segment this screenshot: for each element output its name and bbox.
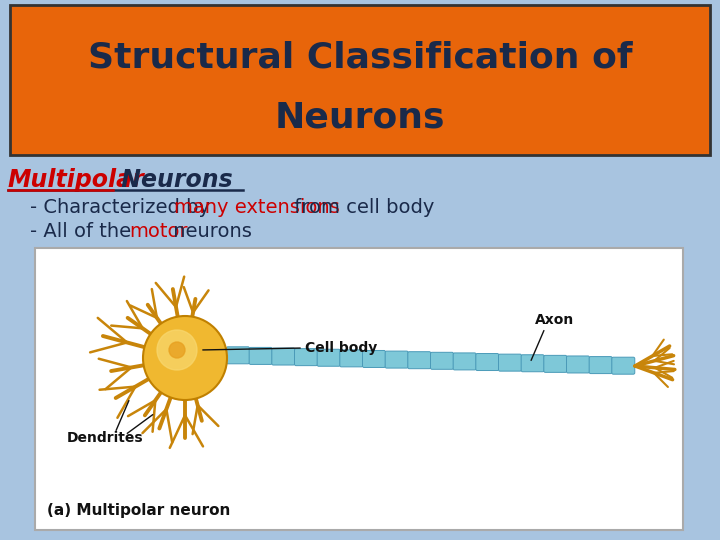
- FancyBboxPatch shape: [408, 352, 431, 369]
- FancyBboxPatch shape: [318, 349, 340, 366]
- Text: Neurons: Neurons: [275, 101, 445, 135]
- FancyBboxPatch shape: [431, 352, 454, 369]
- Text: from cell body: from cell body: [289, 198, 435, 217]
- Text: Dendrites: Dendrites: [67, 431, 143, 445]
- Text: Neurons: Neurons: [113, 168, 233, 192]
- FancyBboxPatch shape: [340, 350, 363, 367]
- Text: neurons: neurons: [167, 222, 252, 241]
- Circle shape: [157, 330, 197, 370]
- Circle shape: [169, 342, 185, 358]
- FancyBboxPatch shape: [567, 356, 590, 373]
- FancyBboxPatch shape: [498, 354, 521, 371]
- FancyBboxPatch shape: [35, 248, 683, 530]
- Circle shape: [143, 316, 227, 400]
- Text: Cell body: Cell body: [305, 341, 377, 355]
- FancyBboxPatch shape: [10, 5, 710, 155]
- FancyBboxPatch shape: [521, 355, 544, 372]
- FancyBboxPatch shape: [385, 351, 408, 368]
- Text: motor: motor: [129, 222, 187, 241]
- FancyBboxPatch shape: [544, 355, 567, 373]
- FancyBboxPatch shape: [612, 357, 635, 374]
- FancyBboxPatch shape: [476, 354, 499, 370]
- Text: (a) Multipolar neuron: (a) Multipolar neuron: [47, 503, 230, 518]
- Text: Multipolar: Multipolar: [8, 168, 145, 192]
- FancyBboxPatch shape: [362, 350, 385, 368]
- FancyBboxPatch shape: [589, 356, 612, 374]
- FancyBboxPatch shape: [294, 349, 318, 366]
- FancyBboxPatch shape: [453, 353, 476, 370]
- FancyBboxPatch shape: [249, 347, 272, 365]
- FancyBboxPatch shape: [227, 347, 249, 364]
- Text: many extensions: many extensions: [174, 198, 340, 217]
- Text: Axon: Axon: [535, 313, 575, 327]
- FancyBboxPatch shape: [272, 348, 294, 365]
- Text: - All of the: - All of the: [30, 222, 138, 241]
- Text: Structural Classification of: Structural Classification of: [88, 41, 632, 75]
- Text: - Characterized by: - Characterized by: [30, 198, 216, 217]
